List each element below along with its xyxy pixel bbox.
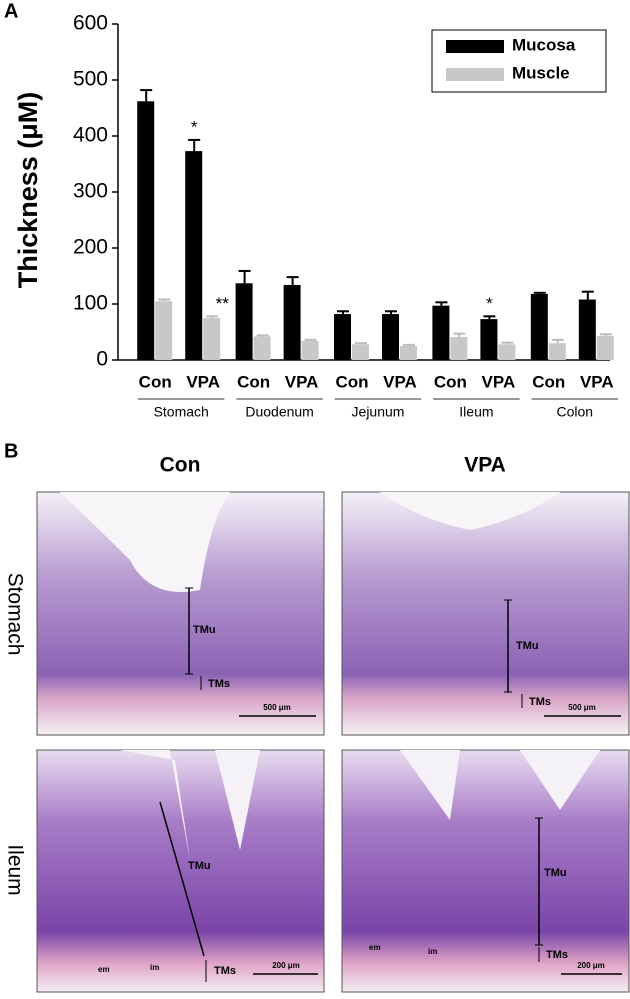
image-stomach-vpa: TMu TMs 500 μm [341,491,630,736]
annotation: em [369,943,381,952]
annotation: TMs [529,696,551,708]
annotation: TMu [544,867,567,879]
panel-label: A [4,0,18,22]
y-tick-label: 0 [96,348,108,371]
group-label: Ileum [459,404,493,420]
column-header: VPA [464,454,506,477]
bar [578,299,596,360]
panel-label: B [4,440,18,462]
scale-bar-label: 200 μm [272,961,300,970]
x-tick-label: Con [434,372,467,391]
y-tick-label: 300 [73,180,108,203]
image-ileum-vpa: TMu TMs 200 μm em im [341,749,630,993]
annotation: em [98,965,110,974]
bar [530,293,548,360]
image-stomach-con: TMu TMs 500 μm [36,491,325,736]
bar [301,340,319,360]
bar [283,284,301,360]
y-tick-label: 400 [73,124,108,147]
image-ileum-con: TMu TMs 200 μm em im [36,749,325,993]
x-tick-label: VPA [482,372,516,391]
bar [382,314,399,360]
bar [253,336,271,360]
bar [400,346,417,360]
y-tick-label: 200 [73,236,108,259]
significance-mark: * [486,294,493,313]
y-tick-label: 600 [73,12,108,35]
bar [235,283,253,360]
scale-bar-label: 200 μm [577,961,605,970]
bar [352,344,369,360]
significance-mark: * [191,117,198,136]
bar [432,305,450,360]
legend-label: Muscle [512,63,570,82]
y-tick-label: 100 [73,292,108,315]
legend-swatch [446,40,504,53]
bar [137,101,155,360]
group-label: Duodenum [245,404,314,420]
x-tick-label: VPA [186,372,220,391]
group-label: Jejunum [352,404,405,420]
bar [185,151,203,360]
group-label: Colon [557,404,594,420]
x-tick-label: Con [532,372,565,391]
bar [203,318,221,360]
annotation: TMs [546,949,568,961]
annotation: TMs [214,965,236,977]
column-header: Con [160,454,201,477]
row-header: Stomach [3,573,26,656]
x-tick-label: VPA [285,372,319,391]
bar [596,335,614,360]
significance-mark: ** [216,294,230,313]
x-tick-label: Con [237,372,270,391]
scale-bar-label: 500 μm [568,703,596,712]
annotation: TMu [516,640,539,652]
x-tick-label: Con [139,372,172,391]
x-tick-label: Con [335,372,368,391]
legend-box [431,29,607,93]
x-tick-label: VPA [580,372,614,391]
bar [334,314,351,360]
bar [450,337,468,360]
y-tick-label: 500 [73,68,108,91]
scale-bar-label: 500 μm [263,703,291,712]
annotation: im [150,963,159,972]
bar [498,344,516,360]
annotation: im [428,947,437,956]
legend-label: Mucosa [512,35,576,54]
bar [548,343,566,360]
bar [155,301,173,360]
annotation: TMu [188,860,211,872]
group-label: Stomach [154,404,209,420]
row-header: Ileum [3,844,26,895]
annotation: TMs [208,678,230,690]
bar [480,319,498,360]
x-tick-label: VPA [383,372,417,391]
y-axis-label: Thickness (μM) [13,92,43,289]
legend-swatch [446,68,504,81]
annotation: TMu [193,624,216,636]
